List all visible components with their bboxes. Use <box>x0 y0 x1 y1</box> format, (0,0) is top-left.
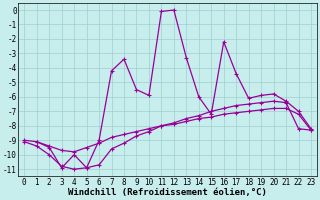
X-axis label: Windchill (Refroidissement éolien,°C): Windchill (Refroidissement éolien,°C) <box>68 188 267 197</box>
